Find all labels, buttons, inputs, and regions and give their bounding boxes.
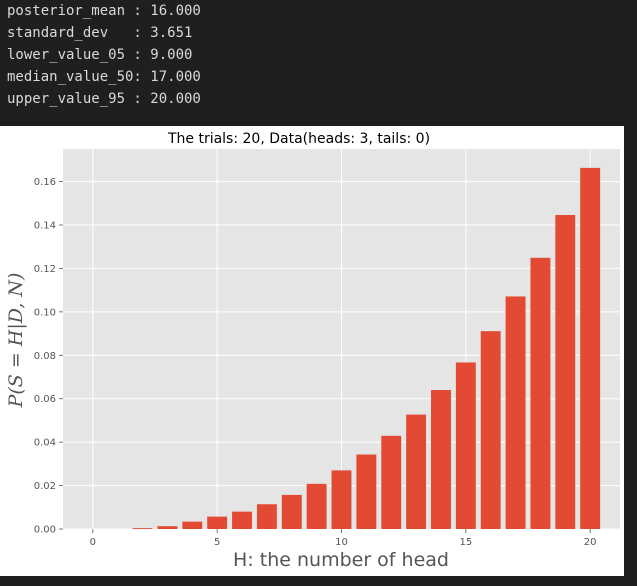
y-tick-label: 0.12	[34, 264, 56, 275]
y-axis-label: P(S = H|D, N)	[5, 273, 27, 409]
bar-h-3	[157, 526, 178, 529]
y-tick-label: 0.02	[34, 481, 56, 492]
bar-h-13	[406, 414, 427, 529]
console-line-upper-value: upper_value_95 : 20.000	[7, 91, 201, 107]
console-output: posterior_mean : 16.000 standard_dev : 3…	[0, 0, 637, 123]
bar-h-2	[132, 528, 153, 529]
bar-h-7	[256, 504, 277, 529]
bar-h-20	[580, 167, 601, 530]
console-line-lower-value: lower_value_05 : 9.000	[7, 47, 193, 63]
x-axis-ticks: 0 5 10 15 20	[90, 529, 597, 548]
console-line-standard-dev: standard_dev : 3.651	[7, 25, 193, 41]
bar-h-14	[431, 390, 451, 529]
bar-h-5	[207, 516, 228, 529]
y-tick-label: 0.14	[34, 221, 56, 232]
bar-h-8	[281, 494, 302, 529]
x-tick-label: 0	[90, 537, 96, 548]
y-tick-label: 0.00	[34, 525, 56, 536]
bar-h-6	[232, 511, 252, 529]
x-tick-label: 20	[584, 537, 597, 548]
y-axis-ticks: 0.00 0.02 0.04 0.06 0.08 0.10 0.12 0.14 0.16	[34, 177, 63, 536]
bar-h-11	[356, 454, 377, 529]
bar-h-12	[381, 435, 402, 529]
bar-h-17	[505, 296, 526, 529]
bar-h-16	[480, 331, 501, 529]
y-tick-label: 0.04	[34, 438, 56, 449]
x-tick-label: 10	[335, 537, 348, 548]
x-tick-label: 5	[214, 537, 220, 548]
chart-figure: The trials: 20, Data(heads: 3, tails: 0)…	[0, 126, 624, 576]
y-tick-label: 0.08	[34, 351, 56, 362]
console-line-posterior-mean: posterior_mean : 16.000	[7, 3, 201, 19]
chart-title: The trials: 20, Data(heads: 3, tails: 0)	[167, 131, 430, 147]
y-tick-label: 0.10	[34, 307, 56, 318]
console-line-median-value: median_value_50: 17.000	[7, 69, 201, 85]
bars	[132, 167, 601, 530]
bar-h-18	[530, 257, 551, 529]
bar-h-15	[455, 362, 476, 529]
bar-chart: The trials: 20, Data(heads: 3, tails: 0)…	[5, 131, 620, 571]
bar-h-10	[331, 470, 352, 529]
y-tick-label: 0.16	[34, 177, 56, 188]
x-axis-label: H: the number of head	[233, 549, 449, 571]
bar-h-19	[555, 215, 576, 530]
bar-h-4	[182, 521, 203, 529]
x-tick-label: 15	[459, 537, 472, 548]
y-tick-label: 0.06	[34, 394, 56, 405]
bar-h-9	[306, 483, 327, 529]
